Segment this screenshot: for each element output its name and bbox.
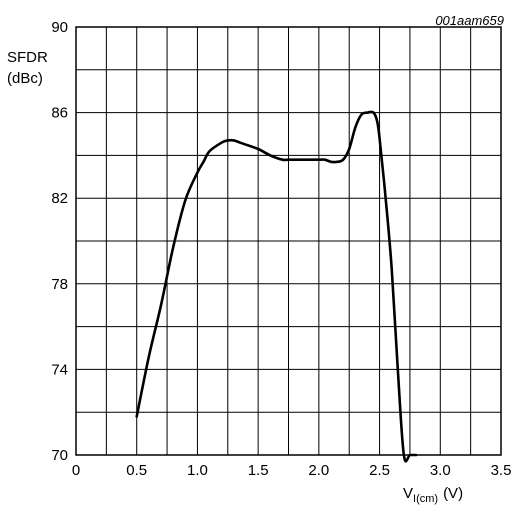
x-axis-title-subscript: I(cm) — [413, 493, 438, 505]
y-axis-title-line1: SFDR — [7, 49, 48, 66]
y-tick-label: 70 — [51, 447, 68, 464]
x-tick-label: 1.5 — [248, 462, 269, 479]
figure-code: 001aam659 — [435, 13, 504, 28]
y-tick-label: 78 — [51, 276, 68, 293]
x-tick-label: 2.0 — [308, 462, 329, 479]
y-tick-label: 82 — [51, 190, 68, 207]
sfdr-curve-0 — [135, 110, 418, 463]
x-tick-label: 1.0 — [187, 462, 208, 479]
y-axis-title-line2: (dBc) — [7, 70, 43, 87]
series-layer — [135, 110, 418, 463]
x-tick-label: 0.5 — [126, 462, 147, 479]
x-tick-label: 3.0 — [430, 462, 451, 479]
grid — [76, 27, 501, 455]
tick-labels: 0 0.5 1.0 1.5 2.0 2.5 3.0 3.5 70 74 78 82 86 90 — [51, 19, 511, 479]
y-tick-label: 74 — [51, 361, 68, 378]
plot-frame — [75, 26, 502, 456]
x-axis-title-unit: (V) — [443, 485, 463, 502]
y-tick-label: 90 — [51, 19, 68, 36]
x-tick-label: 3.5 — [491, 462, 512, 479]
x-axis-title: VI(cm) (V) — [403, 485, 463, 505]
x-axis-title-main: V — [403, 485, 413, 502]
x-tick-label: 0 — [72, 462, 80, 479]
x-tick-label: 2.5 — [369, 462, 390, 479]
y-tick-label: 86 — [51, 105, 68, 122]
